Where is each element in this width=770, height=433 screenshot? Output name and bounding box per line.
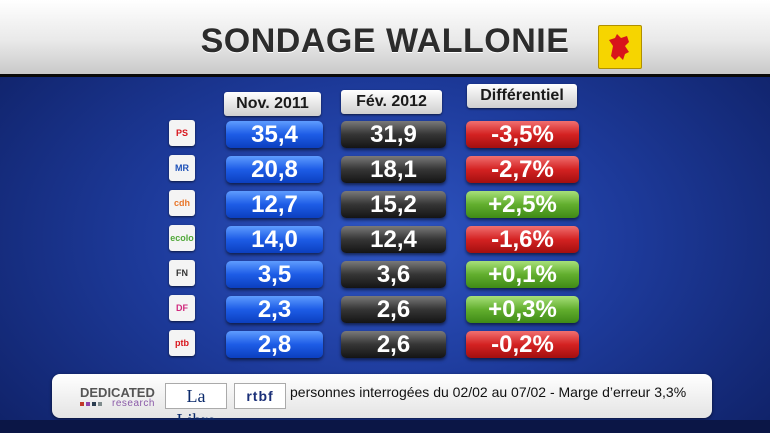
cell-nov: 12,7 xyxy=(226,191,323,218)
rtbf-logo: rtbf xyxy=(234,383,286,409)
footer-bar xyxy=(52,374,712,418)
party-logo-text: cdh xyxy=(173,198,190,208)
cdh-logo-icon: cdh xyxy=(169,190,195,216)
footer-survey-note: personnes interrogées du 02/02 au 07/02 … xyxy=(290,384,687,400)
party-logo-text: PS xyxy=(175,128,188,138)
cell-diff: -1,6% xyxy=(466,226,579,253)
cell-diff: +0,3% xyxy=(466,296,579,323)
cell-nov: 2,3 xyxy=(226,296,323,323)
la-libre-logo: La Libre xyxy=(165,383,227,430)
column-header-fev: Fév. 2012 xyxy=(341,90,442,114)
cell-nov: 3,5 xyxy=(226,261,323,288)
cell-diff: +2,5% xyxy=(466,191,579,218)
cell-nov: 14,0 xyxy=(226,226,323,253)
cell-diff: -3,5% xyxy=(466,121,579,148)
cell-fev: 15,2 xyxy=(341,191,446,218)
fn-logo-icon: FN xyxy=(169,260,195,286)
fdf-logo-icon: DF xyxy=(169,295,195,321)
bottom-strip xyxy=(0,420,770,433)
party-logo-text: MR xyxy=(175,163,189,173)
cell-fev: 2,6 xyxy=(341,331,446,358)
column-header-diff: Différentiel xyxy=(467,84,577,108)
cell-fev: 18,1 xyxy=(341,156,446,183)
research-label: research xyxy=(112,398,155,409)
cell-nov: 35,4 xyxy=(226,121,323,148)
column-header-nov: Nov. 2011 xyxy=(224,92,321,116)
party-logo-text: FN xyxy=(176,268,188,278)
cell-nov: 2,8 xyxy=(226,331,323,358)
mr-logo-icon: MR xyxy=(169,155,195,181)
page-title: SONDAGE WALLONIE xyxy=(200,22,570,60)
cell-nov: 20,8 xyxy=(226,156,323,183)
ecolo-logo-icon: ecolo xyxy=(169,225,195,251)
party-logo-text: ecolo xyxy=(170,233,194,243)
cell-fev: 2,6 xyxy=(341,296,446,323)
party-logo-text: ptb xyxy=(175,338,189,348)
ptb-logo-icon: ptb xyxy=(169,330,195,356)
dedicated-logo: DEDICATED xyxy=(80,385,155,400)
cell-diff: -2,7% xyxy=(466,156,579,183)
cell-fev: 12,4 xyxy=(341,226,446,253)
wallonia-flag-icon xyxy=(598,25,642,69)
party-logo-text: DF xyxy=(176,303,188,313)
cell-diff: -0,2% xyxy=(466,331,579,358)
cell-fev: 31,9 xyxy=(341,121,446,148)
cell-diff: +0,1% xyxy=(466,261,579,288)
dedicated-dots-icon xyxy=(80,402,102,406)
ps-logo-icon: PS xyxy=(169,120,195,146)
cell-fev: 3,6 xyxy=(341,261,446,288)
